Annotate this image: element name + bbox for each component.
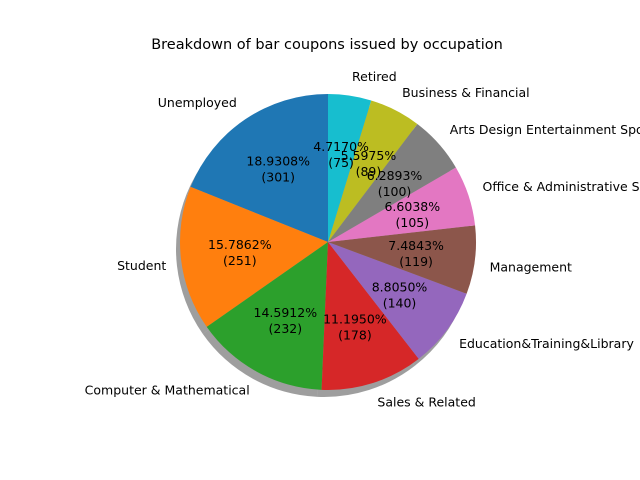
slice-label-business-financial: Business & Financial xyxy=(402,85,530,100)
slice-education-training-library xyxy=(328,242,467,359)
slice-student xyxy=(179,186,328,327)
pie-labels: Unemployed18.9308%(301)Student15.7862%(2… xyxy=(85,69,640,410)
slice-label-arts-design-entertainment-sports-media: Arts Design Entertainment Sports & Media xyxy=(450,122,640,137)
slice-count-education-training-library: (140) xyxy=(383,296,417,311)
slice-count-unemployed: (301) xyxy=(261,169,295,184)
slice-percent-management: 7.4843% xyxy=(388,238,444,253)
slice-computer-mathematical xyxy=(206,242,328,390)
slice-count-computer-mathematical: (232) xyxy=(268,321,302,336)
slice-label-retired: Retired xyxy=(352,69,397,84)
slice-count-arts-design-entertainment-sports-media: (100) xyxy=(378,184,412,199)
slice-label-computer-mathematical: Computer & Mathematical xyxy=(85,382,250,397)
slice-count-office-administrative-support: (105) xyxy=(395,215,429,230)
slice-percent-student: 15.7862% xyxy=(208,237,272,252)
chart-title: Breakdown of bar coupons issued by occup… xyxy=(151,37,503,53)
slice-label-unemployed: Unemployed xyxy=(158,95,237,110)
slice-label-student: Student xyxy=(117,258,166,273)
slice-unemployed xyxy=(190,94,328,242)
slice-label-education-training-library: Education&Training&Library xyxy=(459,336,634,351)
slice-label-management: Management xyxy=(490,259,572,274)
slice-label-office-administrative-support: Office & Administrative Support xyxy=(483,179,640,194)
slice-count-sales-related: (178) xyxy=(338,328,372,343)
slice-percent-education-training-library: 8.8050% xyxy=(372,280,428,295)
slice-count-management: (119) xyxy=(399,254,433,269)
slice-business-financial xyxy=(328,100,418,242)
slice-percent-sales-related: 11.1950% xyxy=(323,312,387,327)
slice-office-administrative-support xyxy=(328,167,476,242)
slice-sales-related xyxy=(321,242,419,390)
slice-retired xyxy=(328,94,372,242)
slice-percent-business-financial: 5.5975% xyxy=(341,148,397,163)
slice-label-sales-related: Sales & Related xyxy=(377,395,475,410)
slice-arts-design-entertainment-sports-media xyxy=(328,124,456,242)
slice-percent-retired: 4.7170% xyxy=(313,139,369,154)
slice-percent-unemployed: 18.9308% xyxy=(246,153,310,168)
slice-count-student: (251) xyxy=(223,253,257,268)
slice-count-business-financial: (89) xyxy=(356,164,382,179)
slice-count-retired: (75) xyxy=(328,155,354,170)
slice-percent-computer-mathematical: 14.5912% xyxy=(254,305,318,320)
pie-slices xyxy=(179,94,477,390)
slice-management xyxy=(328,225,477,294)
slice-percent-arts-design-entertainment-sports-media: 6.2893% xyxy=(367,168,423,183)
slice-percent-office-administrative-support: 6.6038% xyxy=(384,199,440,214)
